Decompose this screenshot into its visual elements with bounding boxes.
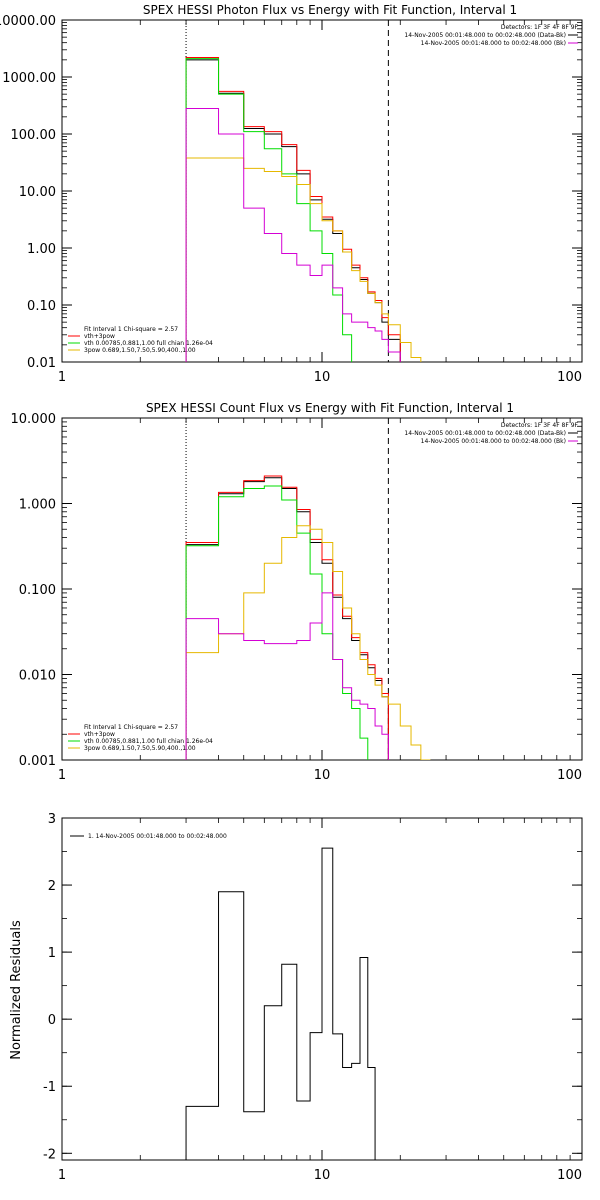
legend-top-entry: 14-Nov-2005 00:01:48.000 to 00:02:48.000… (421, 438, 566, 445)
legend-top-entry: 14-Nov-2005 00:01:48.000 to 00:02:48.000… (404, 32, 566, 39)
y-tick-label: -1 (43, 1080, 56, 1095)
x-tick-label: 100 (557, 1168, 582, 1183)
series-0-line (185, 59, 401, 362)
x-tick-label: 100 (557, 370, 582, 385)
residuals-panel: Normalized Residuals 1 10 100 -2 -1 0 1 2 3 1. 14… (9, 812, 583, 1183)
x-tick-label: 1 (58, 370, 66, 385)
legend-bottom-entry: vth+3pow (84, 731, 115, 738)
x-tick-label: 10 (314, 370, 331, 385)
x-tick-label: 10 (314, 1168, 331, 1183)
count-flux-panel: SPEX HESSI Count Flux vs Energy with Fit… (11, 401, 583, 783)
legend-bottom-entry: Fit Interval 1 Chi-square = 2.57 (84, 724, 178, 731)
data-layer (185, 847, 376, 1160)
data-layer (185, 418, 431, 760)
y-tick-label: 0.001 (19, 754, 56, 769)
x-tick-label: 100 (557, 768, 582, 783)
legend-entry: 1. 14-Nov-2005 00:01:48.000 to 00:02:48.… (88, 833, 227, 840)
series-2-line (185, 58, 353, 362)
x-tick-label: 10 (314, 768, 331, 783)
legend-bottom-entry: vth 0.00785,0.881,1.00 full chian 1.26e-… (84, 340, 213, 347)
y-tick-label: 0.01 (27, 356, 56, 371)
y-tick-label: 0 (48, 1013, 56, 1028)
series-3-line (185, 525, 431, 760)
plot-frame (61, 19, 583, 363)
series-2-line (185, 485, 369, 760)
data-layer (185, 20, 422, 362)
photon-flux-panel: SPEX HESSI Photon Flux vs Energy with Fi… (0, 3, 583, 385)
y-tick-label: 1.000 (19, 498, 56, 513)
legend-top-entry: Detectors: 1F 3F 4F 8F 9F (501, 422, 579, 429)
series-1-line (185, 475, 389, 760)
y-tick-label: 1000.00 (2, 71, 56, 86)
legend-bottom-entry: 3pow 0.689,1.50,7.50,5.90,400.,1.00 (84, 347, 196, 354)
legend-bottom-entry: 3pow 0.689,1.50,7.50,5.90,400.,1.00 (84, 745, 196, 752)
y-tick-label: 10000.00 (0, 14, 56, 29)
x-tick-label: 1 (58, 1168, 66, 1183)
photon-flux-title: SPEX HESSI Photon Flux vs Energy with Fi… (143, 3, 517, 17)
legend-top-entry: 14-Nov-2005 00:01:48.000 to 00:02:48.000… (404, 430, 566, 437)
series-0-line (185, 847, 376, 1160)
legend-top-entry: Detectors: 1F 3F 4F 8F 9F (501, 24, 579, 31)
y-tick-label: 2 (48, 879, 56, 894)
y-tick-label: 1.00 (27, 242, 56, 257)
y-tick-label: 100.00 (11, 128, 57, 143)
x-tick-label: 1 (58, 768, 66, 783)
y-tick-label: 0.100 (19, 583, 56, 598)
y-tick-label: 0.10 (27, 299, 56, 314)
y-tick-label: 3 (48, 812, 56, 827)
series-0-line (185, 477, 389, 760)
legend-top-entry: 14-Nov-2005 00:01:48.000 to 00:02:48.000… (421, 40, 566, 47)
y-tick-label: -2 (43, 1147, 56, 1162)
legend-bottom-entry: Fit Interval 1 Chi-square = 2.57 (84, 326, 178, 333)
residuals-y-axis-label: Normalized Residuals (9, 920, 24, 1060)
y-tick-label: 0.010 (19, 669, 56, 684)
series-4-line (185, 108, 401, 362)
y-tick-label: 1 (48, 946, 56, 961)
series-3-line (185, 157, 422, 362)
series-1-line (185, 56, 401, 362)
y-tick-label: 10.000 (11, 412, 57, 427)
legend-bottom-entry: vth+3pow (84, 333, 115, 340)
y-tick-label: 10.00 (19, 185, 56, 200)
legend-bottom-entry: vth 0.00785,0.881,1.00 full chian 1.26e-… (84, 738, 213, 745)
count-flux-title: SPEX HESSI Count Flux vs Energy with Fit… (146, 401, 514, 415)
series-4-line (185, 592, 389, 760)
